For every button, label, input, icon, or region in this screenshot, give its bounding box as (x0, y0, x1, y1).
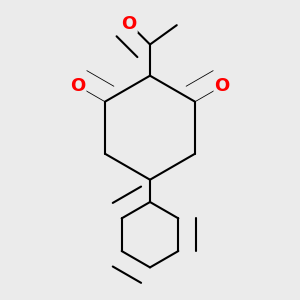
Text: O: O (122, 15, 137, 33)
Text: O: O (214, 77, 230, 95)
Text: O: O (70, 77, 85, 95)
